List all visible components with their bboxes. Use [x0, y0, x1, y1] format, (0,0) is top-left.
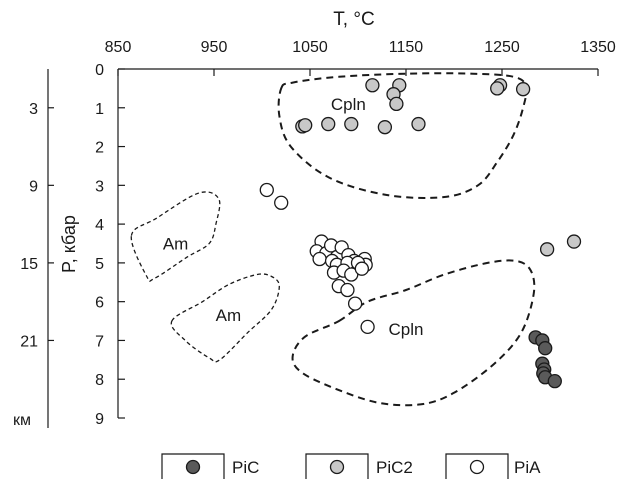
- data-point-pia: [274, 195, 289, 210]
- legend: PiC PiC2 PiA: [161, 453, 541, 479]
- legend-label: PiC2: [376, 458, 413, 477]
- x-axis-title: T, °C: [333, 9, 374, 30]
- legend-marker: [329, 459, 345, 475]
- y-tick-label: 7: [95, 333, 104, 350]
- y-tick-label: 5: [95, 256, 104, 273]
- y-tick-label: 1: [95, 101, 104, 118]
- data-point-pia: [360, 319, 375, 335]
- field-outline: [130, 191, 221, 282]
- depth-unit-label: км: [13, 412, 31, 429]
- data-point-pic2: [377, 120, 393, 135]
- data-point-pic2: [411, 116, 426, 132]
- data-point-pia: [347, 296, 363, 311]
- legend-marker: [185, 459, 201, 475]
- data-point-pic: [538, 341, 553, 356]
- field-label: Cpln: [389, 320, 424, 339]
- field-label: Cpln: [331, 95, 366, 114]
- x-tick-label: 950: [201, 39, 228, 56]
- data-point-pic2: [321, 116, 336, 132]
- depth-tick-label: 15: [20, 256, 38, 273]
- x-tick-label: 850: [105, 39, 132, 56]
- y-tick-label: 4: [95, 217, 104, 234]
- field-label: Am: [216, 306, 242, 325]
- x-tick-label: 1250: [484, 39, 520, 56]
- y-tick-label: 0: [95, 62, 104, 79]
- y-tick-label: 2: [95, 140, 104, 157]
- legend-swatch-box: [161, 453, 225, 479]
- data-point-pic2: [539, 242, 555, 257]
- field-label: Am: [163, 235, 189, 254]
- legend-marker: [469, 459, 485, 475]
- legend-swatch-box: [445, 453, 509, 479]
- depth-tick-label: 21: [20, 333, 38, 350]
- data-point-pic2: [515, 82, 531, 97]
- data-point-pic2: [389, 96, 404, 112]
- field-outline: [277, 72, 528, 199]
- data-point-pia: [259, 182, 274, 198]
- fields-layer: Cpln Cpln Am Am: [130, 72, 536, 407]
- field-outline: [170, 273, 280, 363]
- data-point-pia: [354, 261, 369, 276]
- legend-label: PiC: [232, 458, 259, 477]
- points-layer: [259, 78, 582, 389]
- data-point-pia: [340, 282, 355, 298]
- field-outline: [291, 259, 536, 407]
- data-point-pia: [312, 251, 327, 267]
- ticks-layer: 850 950 1050 1150 1250 1350 0 1 2 3 4 5 6 7 8 9 3 9 15 21: [20, 39, 616, 428]
- data-point-pic2: [298, 118, 313, 133]
- x-tick-label: 1350: [580, 39, 616, 56]
- legend-swatch-box: [305, 453, 369, 479]
- x-tick-label: 1150: [389, 39, 424, 56]
- y-tick-label: 3: [95, 178, 104, 195]
- data-point-pic2: [490, 81, 505, 96]
- y-tick-label: 6: [95, 295, 104, 312]
- axes-layer: [47, 68, 598, 428]
- depth-tick-label: 9: [29, 178, 38, 195]
- data-point-pic2: [566, 234, 582, 249]
- data-point-pic: [547, 374, 562, 389]
- data-point-pic2: [365, 78, 380, 93]
- y-tick-label: 8: [95, 372, 104, 389]
- data-point-pic2: [344, 116, 359, 132]
- y-axis-title: P, кбар: [59, 215, 79, 273]
- depth-tick-label: 3: [29, 101, 38, 118]
- x-tick-label: 1050: [292, 39, 328, 56]
- legend-label: PiA: [514, 458, 541, 477]
- y-tick-label: 9: [95, 411, 104, 428]
